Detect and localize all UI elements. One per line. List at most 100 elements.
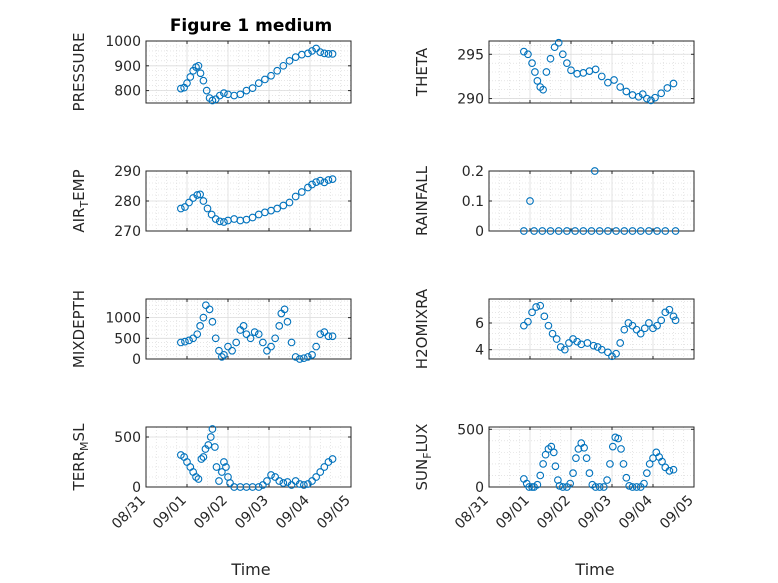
data-point [202,86,211,95]
data-point [261,75,269,84]
data-point [566,479,575,488]
data-point [528,308,536,317]
data-point [540,312,549,321]
data-point [614,434,623,443]
subplot-2: 290 295 THETA [413,38,695,108]
x-tick-label: 09/05 [657,493,697,533]
data-point [267,342,275,351]
data-point [194,61,203,70]
data-point [569,469,577,478]
data-point [573,69,582,78]
data-point [612,349,620,358]
data-point [324,332,333,341]
data-point [263,346,271,355]
data-point [661,227,670,235]
axes-box [488,426,695,488]
data-point [622,473,631,482]
data-point [583,339,592,347]
data-point [312,473,321,481]
data-point [563,227,571,235]
data-point [599,483,608,491]
subplot-grid: 800 900 1000 PRESSURE 290 295 THETA 270 280 290 AI… [70,33,697,533]
data-point [275,477,284,485]
data-point [542,68,551,76]
data-point [533,77,542,85]
data-point [205,305,214,314]
data-point [665,305,674,314]
y-tick-label: 1000 [105,34,141,50]
data-point [539,85,547,94]
data-point [196,69,205,78]
x-tick-label: 09/02 [191,493,231,533]
data-point [328,175,337,183]
data-point [287,338,296,347]
data-point [279,61,288,70]
data-point [554,227,563,235]
data-point [661,463,670,472]
y-axis-label: TERRMSL [70,423,91,492]
data-point [304,49,312,58]
y-axis-label: H2OMIXRA [413,288,431,369]
data-point [236,90,245,99]
axes-box [145,298,352,360]
data-point [312,178,321,186]
data-point [556,343,565,351]
subplot-7: 0 500 08/31 09/01 09/02 09/03 09/04 09/05 TERRMS… [70,423,354,532]
x-tick-label: 09/04 [616,492,656,532]
data-point [628,227,637,235]
data-point [199,197,208,205]
data-point [328,50,337,58]
data-point [280,305,289,314]
y-axis-label: PRESSURE [70,33,88,112]
data-point [250,328,259,336]
data-point [582,454,591,463]
axes-box [488,298,695,360]
data-point [254,330,263,339]
data-point [300,481,308,489]
data-point [196,322,204,330]
data-point [560,345,569,354]
data-point [548,329,557,338]
data-point [532,303,541,311]
data-point [608,442,617,451]
data-point [669,465,678,474]
data-point [645,227,653,235]
y-tick-label: 1000 [105,311,141,327]
x-tick-label: 09/01 [150,493,190,533]
data-point [587,227,596,235]
data-point [242,330,251,339]
data-point [571,227,579,235]
data-point [604,348,612,357]
data-point [649,324,657,333]
data-point [271,334,280,343]
data-point [183,79,191,88]
data-point [181,337,189,346]
axes-box [145,426,352,488]
data-point [228,346,236,355]
data-point [651,93,659,102]
data-point [275,322,284,330]
data-point [248,213,257,222]
data-point [261,208,269,217]
data-point [177,84,185,93]
data-point [279,201,288,210]
data-point [316,468,325,476]
data-point [208,317,217,326]
data-point [312,342,321,351]
data-point [287,481,296,489]
data-point [279,479,288,487]
subplot-3: 270 280 290 AIRTEMP [70,164,352,240]
data-point [295,480,304,488]
data-point [208,96,217,105]
data-point [324,176,333,184]
data-point [558,50,567,59]
data-point [285,56,294,65]
data-point [653,321,661,330]
data-point [593,343,602,351]
y-tick-label: 500 [457,422,484,438]
data-point [665,466,674,475]
data-point [259,481,267,489]
data-point [248,84,257,92]
data-point [554,38,563,47]
data-point [215,346,223,355]
